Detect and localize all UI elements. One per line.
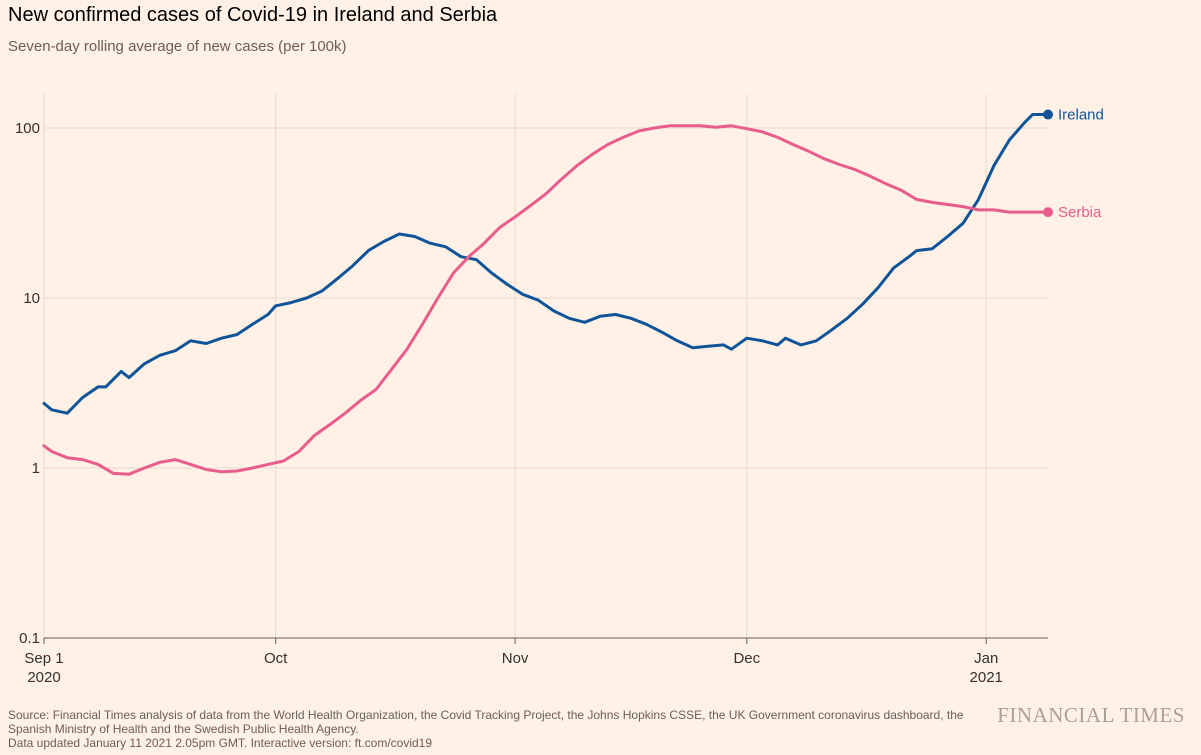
- series-label-serbia: Serbia: [1058, 204, 1102, 221]
- line-chart: 0.1 1 10 100 Sep 1 2020 Oct Nov Dec Jan 2021 Irelan…: [15, 94, 1104, 686]
- series-line-serbia: [42, 124, 1050, 476]
- series-line-ireland: [42, 113, 1050, 415]
- x-tick-label: Sep 1: [24, 650, 63, 667]
- y-tick-label: 10: [23, 290, 40, 307]
- x-tick-sublabel: 2021: [970, 669, 1003, 686]
- series-endpoint-serbia: [1043, 207, 1053, 218]
- y-tick-label: 0.1: [19, 630, 40, 647]
- y-tick-label: 100: [15, 120, 40, 137]
- chart-title: New confirmed cases of Covid-19 in Irela…: [8, 4, 498, 26]
- data-updated-text: Data updated January 11 2021 2.05pm GMT.…: [8, 736, 433, 750]
- source-note: Source: Financial Times analysis of data…: [8, 708, 968, 750]
- x-tick-label: Nov: [502, 650, 529, 667]
- series-endpoint-ireland: [1043, 109, 1053, 120]
- x-tick-label: Oct: [264, 650, 288, 667]
- y-tick-label: 1: [32, 460, 40, 477]
- series-label-ireland: Ireland: [1058, 107, 1104, 124]
- x-tick-sublabel: 2020: [27, 669, 60, 686]
- x-tick-label: Dec: [733, 650, 760, 667]
- source-text: Source: Financial Times analysis of data…: [8, 708, 964, 736]
- x-tick-label: Jan: [974, 650, 998, 667]
- ft-logo: FINANCIAL TIMES: [997, 703, 1185, 727]
- chart-subtitle: Seven-day rolling average of new cases (…: [8, 38, 347, 55]
